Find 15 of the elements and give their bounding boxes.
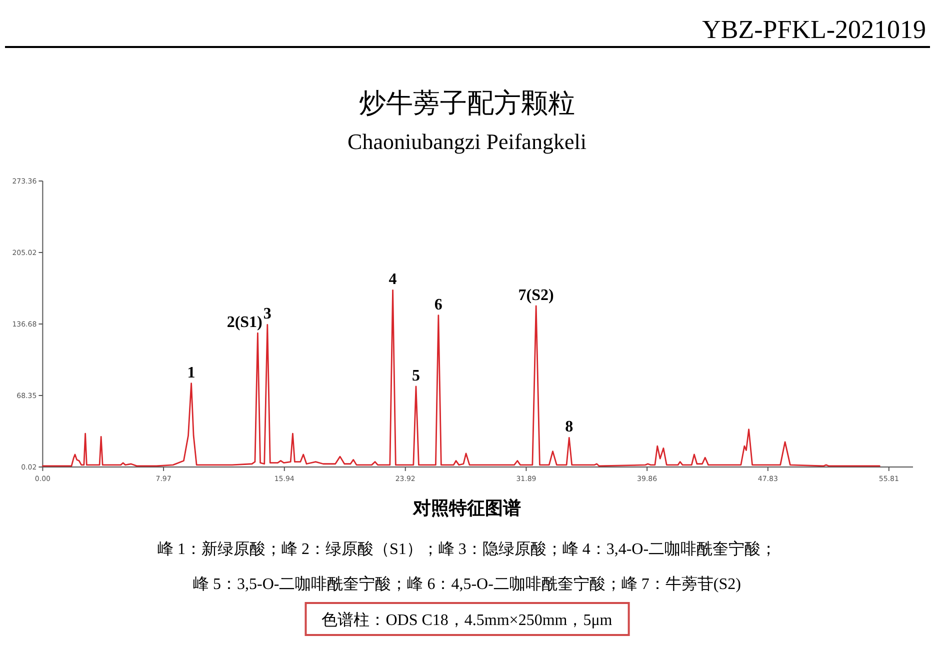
peak-label: 5: [412, 367, 420, 384]
peak-label: 7(S2): [518, 286, 554, 304]
peak-label: 1: [187, 364, 196, 382]
note-boxed: 色谱柱：ODS C18，4.5mm×250mm，5μm: [322, 612, 612, 629]
peak-label: 6: [434, 296, 442, 314]
peak-label: 4: [388, 271, 397, 288]
title: 炒牛蒡子配方颗粒: [359, 88, 575, 118]
header-code: YBZ-PFKL-2021019: [702, 15, 926, 44]
peak-label: 3: [263, 306, 272, 323]
subtitle: Chaoniubangzi Peifangkeli: [348, 129, 586, 154]
peak-label: 8: [565, 418, 574, 436]
note: 峰 1：新绿原酸；峰 2：绿原酸（S1）；峰 3：隐绿原酸；峰 4：3,4-O-二咖啡酰奎宁酸；: [157, 541, 777, 558]
peak-label: 2(S1): [226, 314, 262, 332]
note: 峰 5：3,5-O-二咖啡酰奎宁酸；峰 6：4,5-O-二咖啡酰奎宁酸；峰 7：牛蒡苷(S2): [193, 576, 741, 593]
caption: 对照特征图谱: [413, 498, 521, 518]
